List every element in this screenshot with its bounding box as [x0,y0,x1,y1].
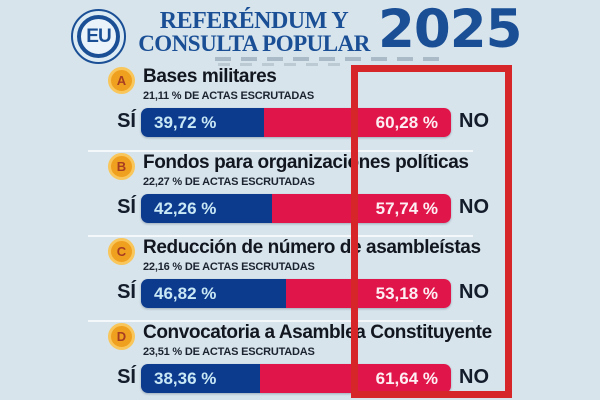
eu-logo-text: EU [77,15,120,58]
yes-bar-segment: 46,82 % [141,279,287,308]
yes-label: SÍ [117,366,136,388]
no-bar-segment: 53,18 % [286,279,451,308]
question-block-b: B Fondos para organizaciones políticas 2… [0,152,600,237]
yes-bar-segment: 42,26 % [141,194,272,223]
yes-percentage: 42,26 % [154,198,217,218]
page-title-line2: CONSULTA POPULAR [138,31,370,56]
question-letter-badge: D [108,323,135,350]
yes-bar-segment: 39,72 % [141,108,265,137]
result-bar: 46,82 % 53,18 % [141,279,451,308]
yes-bar-segment: 38,36 % [141,364,260,393]
yes-label: SÍ [117,281,136,303]
scrutiny-status: 23,51 % DE ACTAS ESCRUTADAS [143,346,315,358]
question-title: Convocatoria a Asamblea Constituyente [143,322,492,343]
scrutiny-status: 22,27 % DE ACTAS ESCRUTADAS [143,176,315,188]
yes-percentage: 39,72 % [154,112,217,132]
yes-percentage: 38,36 % [154,368,217,388]
section-divider [88,320,473,322]
no-percentage: 61,64 % [375,368,438,388]
no-label: NO [459,281,489,303]
scrutiny-status: 21,11 % DE ACTAS ESCRUTADAS [143,90,315,102]
question-letter-badge: B [108,153,135,180]
no-percentage: 60,28 % [375,112,438,132]
result-bar: 42,26 % 57,74 % [141,194,451,223]
question-title: Bases militares [143,66,277,87]
question-title: Fondos para organizaciones políticas [143,152,469,173]
year-label: 2025 [378,0,523,60]
page-title-line1: REFERÉNDUM Y [159,8,349,34]
section-divider [88,235,473,237]
section-divider [88,150,473,152]
no-bar-segment: 57,74 % [272,194,451,223]
question-letter-badge: A [108,67,135,94]
no-label: NO [459,366,489,388]
yes-label: SÍ [117,110,136,132]
no-percentage: 57,74 % [375,198,438,218]
question-block-c: C Reducción de número de asambleístas 22… [0,237,600,322]
question-title: Reducción de número de asambleístas [143,237,481,258]
yes-percentage: 46,82 % [154,283,217,303]
highlight-box [351,65,512,398]
eu-logo: EU [71,9,126,64]
no-percentage: 53,18 % [375,283,438,303]
erased-text-artifact [215,57,447,61]
no-label: NO [459,196,489,218]
page-title: REFERÉNDUM Y CONSULTA POPULAR [128,8,380,56]
scrutiny-status: 22,16 % DE ACTAS ESCRUTADAS [143,261,315,273]
yes-label: SÍ [117,196,136,218]
question-letter-badge: C [108,238,135,265]
no-label: NO [459,110,489,132]
erased-text-artifact [218,63,348,66]
